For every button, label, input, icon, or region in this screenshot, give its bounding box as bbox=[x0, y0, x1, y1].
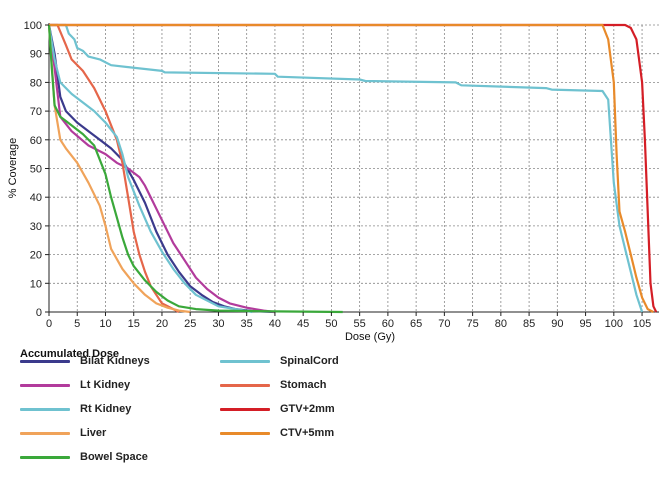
y-tick-label: 100 bbox=[24, 20, 42, 32]
series-line-gtv-2mm bbox=[49, 23, 658, 313]
y-tick-label: 80 bbox=[30, 77, 42, 89]
legend-swatch bbox=[20, 431, 70, 435]
x-tick-label: 20 bbox=[156, 318, 168, 330]
x-tick-label: 80 bbox=[495, 318, 507, 330]
legend-swatch bbox=[20, 383, 70, 387]
x-tick-label: 0 bbox=[46, 318, 52, 330]
x-axis-label: Dose (Gy) bbox=[345, 331, 395, 343]
y-tick-label: 10 bbox=[30, 278, 42, 290]
x-tick-label: 45 bbox=[297, 318, 309, 330]
legend-label: GTV+2mm bbox=[280, 403, 335, 415]
y-axis-label: % Coverage bbox=[7, 138, 19, 199]
x-tick-label: 90 bbox=[551, 318, 563, 330]
x-tick-label: 85 bbox=[523, 318, 535, 330]
legend-label: Bilat Kidneys bbox=[80, 355, 150, 367]
legend-item-bowel-space: Bowel Space bbox=[20, 449, 148, 465]
series-line-rt-kidney bbox=[47, 24, 253, 314]
series-line-bowel-space bbox=[47, 24, 343, 314]
y-tick-label: 60 bbox=[30, 135, 42, 147]
x-tick-label: 105 bbox=[633, 318, 651, 330]
series-line-lt-kidney bbox=[47, 24, 276, 314]
legend-label: Liver bbox=[80, 427, 107, 439]
x-tick-label: 10 bbox=[99, 318, 111, 330]
legend-swatch bbox=[220, 383, 270, 387]
x-tick-label: 55 bbox=[354, 318, 366, 330]
x-tick-label: 40 bbox=[269, 318, 281, 330]
y-tick-label: 50 bbox=[30, 164, 42, 176]
y-tick-label: 90 bbox=[30, 49, 42, 61]
legend-item-stomach: Stomach bbox=[220, 377, 326, 393]
series-line-ctv-5mm bbox=[49, 23, 654, 313]
series-line-liver bbox=[47, 24, 191, 314]
series-lines bbox=[47, 23, 658, 314]
legend-swatch bbox=[20, 407, 70, 411]
legend-item-lt-kidney: Lt Kidney bbox=[20, 377, 130, 393]
x-tick-label: 5 bbox=[74, 318, 80, 330]
x-tick-label: 100 bbox=[605, 318, 623, 330]
y-tick-label: 20 bbox=[30, 250, 42, 262]
x-tick-label: 70 bbox=[438, 318, 450, 330]
series-line-spinalcord bbox=[49, 23, 644, 313]
legend-title: Accumulated Dose bbox=[20, 348, 120, 360]
legend-item-rt-kidney: Rt Kidney bbox=[20, 401, 131, 417]
y-tick-label: 70 bbox=[30, 106, 42, 118]
x-tick-label: 35 bbox=[241, 318, 253, 330]
legend-label: Lt Kidney bbox=[80, 379, 131, 391]
legend-item-spinalcord: SpinalCord bbox=[220, 353, 339, 369]
x-tick-label: 95 bbox=[579, 318, 591, 330]
series-line-bilat-kidneys bbox=[47, 24, 275, 314]
x-tick-label: 60 bbox=[382, 318, 394, 330]
series-line-stomach bbox=[49, 23, 180, 313]
legend-item-bilat-kidneys: Bilat Kidneys bbox=[20, 353, 150, 369]
y-tick-label: 30 bbox=[30, 221, 42, 233]
x-tick-label: 25 bbox=[184, 318, 196, 330]
legend-item-ctv-5mm: CTV+5mm bbox=[220, 425, 334, 441]
legend-item-gtv-2mm: GTV+2mm bbox=[220, 401, 335, 417]
x-tick-label: 65 bbox=[410, 318, 422, 330]
y-tick-label: 0 bbox=[36, 307, 42, 319]
legend-swatch bbox=[20, 359, 70, 363]
x-tick-label: 50 bbox=[325, 318, 337, 330]
legend-label: SpinalCord bbox=[280, 355, 339, 367]
legend-label: CTV+5mm bbox=[280, 427, 335, 439]
legend-label: Stomach bbox=[280, 379, 327, 391]
legend-item-liver: Liver bbox=[20, 425, 106, 441]
legend-swatch bbox=[220, 431, 270, 435]
y-tick-label: 40 bbox=[30, 192, 42, 204]
x-tick-label: 15 bbox=[128, 318, 140, 330]
legend-label: Rt Kidney bbox=[80, 403, 132, 415]
legend-swatch bbox=[220, 407, 270, 411]
y-tick-labels: 0 10 20 30 40 50 60 70 80 90 100 bbox=[24, 20, 49, 319]
legend-label: Bowel Space bbox=[80, 451, 148, 463]
legend-swatch bbox=[20, 455, 70, 459]
x-tick-labels: 0 5 10 15 20 25 30 35 40 45 50 55 60 65 70 75 80 85 90 95 10… bbox=[46, 312, 651, 330]
x-tick-label: 30 bbox=[212, 318, 224, 330]
x-tick-label: 75 bbox=[466, 318, 478, 330]
legend-swatch bbox=[220, 359, 270, 363]
